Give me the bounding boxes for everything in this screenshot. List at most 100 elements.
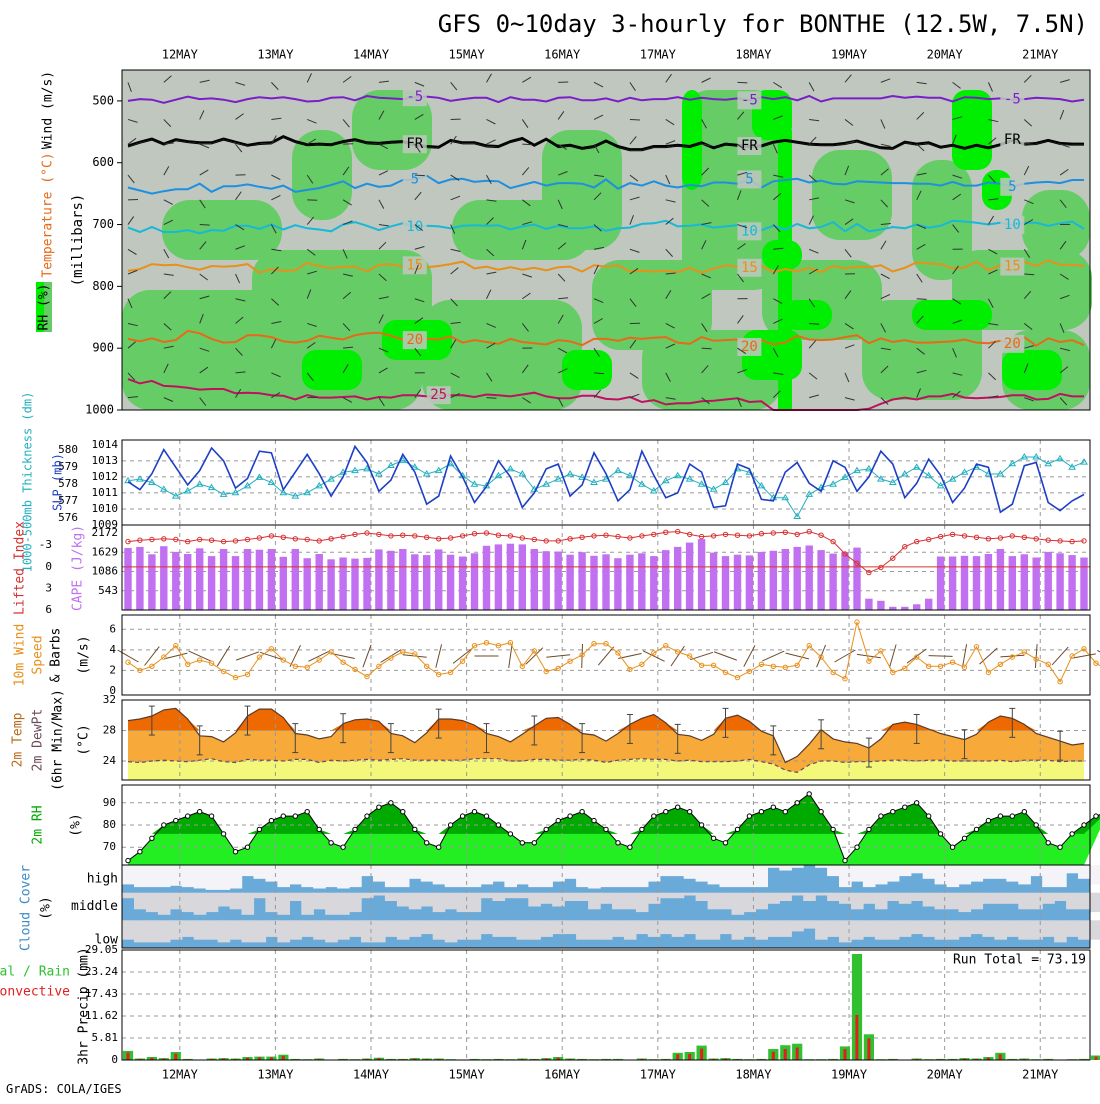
cape-bar — [806, 546, 813, 611]
rh2m-marker — [472, 810, 476, 814]
cloud-clear-low — [791, 920, 804, 931]
cloud-clear-high — [971, 865, 984, 882]
rh2m-marker — [425, 841, 429, 845]
cloud-clear-low — [743, 920, 756, 937]
cloud-clear-high — [313, 865, 326, 889]
cloud-clear-middle — [648, 893, 661, 904]
cape-bar — [985, 554, 992, 610]
precip-convective-bar — [855, 1015, 858, 1060]
isotherm-label: -5 — [1004, 92, 1021, 108]
cloud-clear-high — [182, 865, 195, 887]
rh2m-marker — [401, 810, 405, 814]
cape-bar — [949, 557, 956, 611]
cloud-clear-middle — [1054, 893, 1067, 901]
cloud-clear-low — [755, 920, 768, 939]
rh2m-marker — [460, 814, 464, 818]
rh2m-marker — [221, 832, 225, 836]
cloud-clear-high — [277, 865, 290, 887]
rh2m-marker — [580, 810, 584, 814]
wind-axis-label-1: 10m Wind — [13, 624, 28, 687]
cloud-clear-middle — [779, 893, 792, 901]
rh2m-marker — [245, 845, 249, 849]
rh2m-marker — [616, 841, 620, 845]
cloud-clear-low — [421, 920, 434, 934]
pressure-tick-label: 700 — [92, 217, 114, 231]
cloud-clear-middle — [409, 893, 422, 910]
cape-bar — [555, 552, 562, 611]
cape-bar — [148, 554, 155, 610]
cloud-clear-low — [409, 920, 422, 937]
cape-bar — [136, 547, 143, 610]
cape-bar — [770, 551, 777, 610]
cape-bar — [256, 550, 263, 610]
rh2m-marker — [437, 845, 441, 849]
isotherm-label: 15 — [741, 260, 758, 276]
cloud-clear-middle — [552, 893, 565, 907]
cloud-clear-high — [504, 865, 517, 887]
surface-wind-barb — [786, 653, 809, 659]
rh2m-marker — [150, 836, 154, 840]
cloud-clear-low — [218, 920, 231, 942]
cloud-clear-middle — [122, 893, 135, 899]
cloud-clear-high — [469, 865, 482, 887]
cape-bar — [710, 553, 717, 610]
cloud-clear-middle — [815, 893, 828, 896]
cloud-clear-low — [660, 920, 673, 934]
cloud-clear-middle — [743, 893, 756, 912]
rh2m-marker — [831, 827, 835, 831]
precip-convective-bar — [127, 1052, 130, 1060]
cloud-clear-high — [720, 865, 733, 887]
slp-tick-label: 1013 — [92, 454, 119, 467]
rh-dark-region — [562, 350, 612, 390]
cloud-clear-middle — [624, 893, 637, 910]
cape-bar — [686, 543, 693, 610]
cloud-clear-high — [170, 865, 183, 886]
rh2m-marker — [329, 841, 333, 845]
cape-bar — [841, 552, 848, 610]
cloud-clear-middle — [421, 893, 434, 907]
rh2m-marker — [735, 827, 739, 831]
cloud-clear-middle — [982, 893, 995, 904]
cape-bar — [495, 544, 502, 610]
cloud-axis-unit: (%) — [39, 896, 54, 919]
cloud-clear-low — [911, 920, 924, 934]
rh2m-marker — [891, 810, 895, 814]
cloud-clear-middle — [576, 893, 589, 901]
cape-bar — [925, 599, 932, 610]
rh2m-marker — [174, 818, 178, 822]
cloud-clear-high — [1042, 865, 1055, 887]
isotherm-label: 25 — [430, 387, 447, 403]
cloud-clear-high — [588, 865, 601, 889]
date-label-top: 16MAY — [544, 48, 581, 62]
cloud-clear-high — [959, 865, 972, 884]
rh2m-marker — [162, 823, 166, 827]
surface-wind-barb — [835, 650, 856, 662]
cloud-clear-low — [170, 920, 183, 939]
cloud-clear-low — [397, 920, 410, 939]
cloud-clear-low — [242, 920, 255, 942]
rh-dark-region — [682, 90, 702, 190]
surface-wind-barb — [290, 645, 301, 667]
cloud-clear-middle — [218, 893, 231, 907]
temperature-tick-label: 28 — [103, 723, 116, 736]
rh2m-marker — [915, 801, 919, 805]
wind-axis-label-3: & Barbs — [49, 628, 64, 683]
isotherm-label: 20 — [1004, 336, 1021, 352]
cloud-clear-low — [254, 920, 267, 942]
cloud-clear-low — [433, 920, 446, 939]
cloud-clear-low — [767, 920, 780, 937]
wind-barb — [522, 144, 532, 145]
isotherm-label: 5 — [1008, 179, 1016, 195]
cape-bar — [961, 556, 968, 610]
rh2m-marker — [1046, 841, 1050, 845]
rh2m-marker — [377, 805, 381, 809]
cape-tick-label: 1086 — [92, 565, 119, 578]
cape-bar — [375, 549, 382, 610]
rh2m-marker — [771, 805, 775, 809]
cloud-clear-middle — [289, 893, 302, 901]
cloud-clear-low — [158, 920, 171, 942]
cape-bar — [794, 547, 801, 610]
cloud-clear-middle — [767, 893, 780, 904]
precip-axis-label: 3hr Precip (mm) — [77, 947, 92, 1064]
